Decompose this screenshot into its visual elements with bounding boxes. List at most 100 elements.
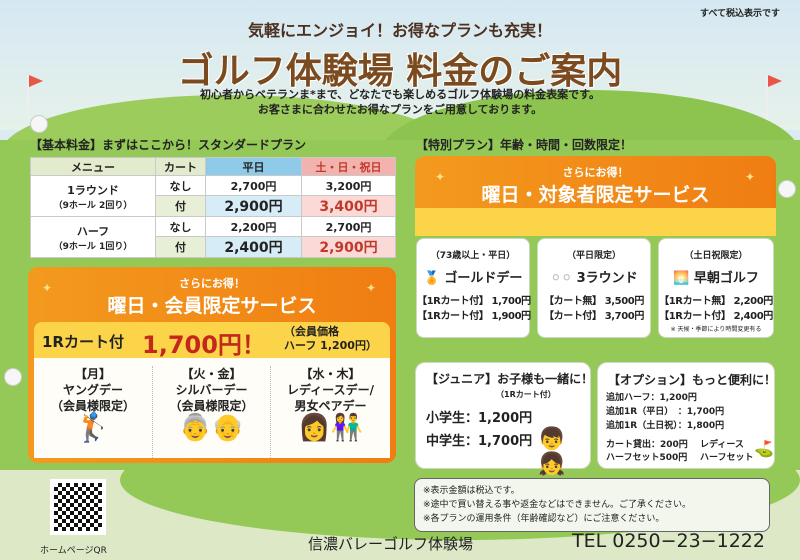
special-band xyxy=(415,208,776,236)
member-price: 1,700円！ xyxy=(142,331,266,359)
option-item: 追加ハーフ：1,200円 xyxy=(606,393,697,403)
member-price-band: 1Rカート付 1,700円！ （会員価格 ハーフ 1,200円） xyxy=(34,322,390,359)
senior-couple-illustration-icon: 👵👴 xyxy=(179,413,244,443)
card-condition: （73歳以上・平日） xyxy=(430,251,516,261)
ladies-pair-illustration-icon: 👩👫 xyxy=(298,413,363,443)
basic-price-table: メニュー カート 平日 土・日・祝日 1ラウンド （9ホール 2回り） なし 2,… xyxy=(30,157,396,258)
option-item: 追加1R（土日祝）：1,800円 xyxy=(606,421,725,431)
price-cell: 2,900円 xyxy=(205,195,302,217)
column-header: カート xyxy=(155,157,206,176)
plan-card-early-morning: （土日祝限定） 🌅 早朝ゴルフ 【1Rカート無】 2,200円 【1Rカート付】… xyxy=(658,238,774,338)
member-days-panel: 【月】 ヤングデー （会員様限定） 🏌 【火・金】 シルバーデー （会員様限定） 👵👴 【水… xyxy=(34,358,390,458)
card-name: 3ラウンド xyxy=(576,271,638,286)
menu-cell: 1ラウンド （9ホール 2回り） xyxy=(30,175,156,217)
description: 初心者からベテランま*まで、どなたでも楽しめるゴルフ体験場の料金表案です。 お客… xyxy=(0,87,800,117)
junior-price: 小学生：1,200円 xyxy=(426,411,533,426)
day-name: ヤングデー xyxy=(62,383,123,397)
day-label: 【水・木】 xyxy=(300,367,361,381)
day-column: 【月】 ヤングデー （会員様限定） 🏌 xyxy=(34,366,152,444)
column-header: メニュー xyxy=(30,157,156,176)
option-box: 【オプション】もっと便利に！ 追加ハーフ：1,200円 追加1R（平日） ：1,… xyxy=(597,362,777,469)
note-line: ※表示金額は税込です。 xyxy=(423,486,520,496)
qr-pattern-icon xyxy=(54,483,102,531)
golf-ball-icon xyxy=(778,180,796,198)
special-service-box: さらにお得！ 曜日・対象者限定サービス ✦ ✦ xyxy=(415,156,776,236)
card-name: 早朝ゴルフ xyxy=(693,271,759,286)
kids-illustration-icon: 👦👧 xyxy=(538,427,566,477)
sunrise-icon: 🌅 xyxy=(673,271,690,286)
plan-card-gold-day: （73歳以上・平日） 🏅 ゴールドデー 【1Rカート付】 1,700円 【1Rカ… xyxy=(416,238,531,338)
cart-cell: 付 xyxy=(155,236,206,258)
day-label: 【月】 xyxy=(74,367,111,381)
sparkle-icon: ✦ xyxy=(366,281,377,295)
card-price: 【1Rカート無】 2,200円 xyxy=(659,296,773,307)
price-cell: 2,700円 xyxy=(301,216,396,237)
card-name: ゴールドデー xyxy=(444,271,523,286)
note-line: ※各プランの運用条件（年齢確認など）にご注意ください。 xyxy=(423,514,665,524)
menu-sub: （9ホール 1回り） xyxy=(53,241,133,252)
golf-ball-icon xyxy=(30,115,48,133)
price-note-line: （会員価格 xyxy=(284,325,339,338)
table-row: 付 2,900円 3,400円 xyxy=(31,195,396,217)
price-cell: 2,700円 xyxy=(205,175,302,196)
price-cell: 3,400円 xyxy=(301,195,396,217)
cart-cell: なし xyxy=(155,216,206,237)
gold-medal-icon: 🏅 xyxy=(423,271,440,286)
menu-cell: ハーフ （9ホール 1回り） xyxy=(30,216,156,258)
qr-label: ホームページQR xyxy=(40,546,107,556)
member-price-note: （会員価格 ハーフ 1,200円） xyxy=(284,325,377,353)
flag-icon xyxy=(27,75,43,120)
homepage-qr-code[interactable] xyxy=(50,479,106,535)
table-row: ハーフ （9ホール 1回り） なし 2,200円 2,700円 xyxy=(30,216,396,258)
junior-box: 【ジュニア】お子様も一緒に！ （1Rカート付） 小学生：1,200円 中学生：1… xyxy=(415,362,594,477)
junior-price: 中学生：1,700円 xyxy=(426,434,533,449)
ladies-set-info: レディースハーフセット xyxy=(700,439,753,465)
card-price: 【1Rカート付】 1,900円 xyxy=(417,311,531,322)
card-price: 【カート無】 3,500円 xyxy=(544,296,644,307)
note-line: ※途中で買い替える事や返金などはできません。ご了承ください。 xyxy=(423,500,692,510)
menu-sub: （9ホール 2回り） xyxy=(53,200,133,211)
member-kicker: さらにお得！ xyxy=(179,277,245,290)
sparkle-icon: ✦ xyxy=(745,170,756,184)
option-list: 追加ハーフ：1,200円 追加1R（平日） ：1,700円 追加1R（土日祝）：… xyxy=(606,391,724,433)
card-note: ※ 天候・季節により時間変更有る xyxy=(670,326,762,333)
card-price: 【1Rカート付】 1,700円 xyxy=(417,296,531,307)
golf-bag-icon: ⛳ xyxy=(754,439,774,458)
junior-title: 【ジュニア】お子様も一緒に！ xyxy=(426,372,594,386)
card-condition: （土日祝限定） xyxy=(684,251,748,261)
column-header: 土・日・祝日 xyxy=(301,157,396,176)
special-plan-label: 【特別プラン】年齢・時間・回数限定！ xyxy=(416,138,633,152)
flag-icon xyxy=(766,75,782,120)
member-service-box: さらにお得！ 曜日・会員限定サービス ✦ ✦ 1Rカート付 1,700円！ （会… xyxy=(28,267,396,463)
column-header: 平日 xyxy=(205,157,302,176)
notes-box: ※表示金額は税込です。 ※途中で買い替える事や返金などはできません。ご了承くださ… xyxy=(414,478,770,532)
golfer-illustration-icon: 🏌 xyxy=(75,411,111,444)
day-column: 【水・木】レディースデー/男女ペアデー 👩👫 xyxy=(270,366,390,458)
ladies-line: レディース xyxy=(700,440,744,450)
description-line: 初心者からベテランま*まで、どなたでも楽しめるゴルフ体験場の料金表案です。 xyxy=(200,88,600,101)
phone-number[interactable]: TEL 0250−23−1222 xyxy=(572,530,765,552)
golf-balls-icon: ⚪⚪ xyxy=(550,271,573,286)
day-note: 男女ペアデー xyxy=(294,399,367,413)
table-row: 付 2,400円 2,900円 xyxy=(31,236,396,258)
option-title: 【オプション】もっと便利に！ xyxy=(608,373,777,387)
price-cell: 2,200円 xyxy=(205,216,302,237)
rental-line: カート貸出：200円 xyxy=(606,440,688,450)
option-item: 追加1R（平日） ：1,700円 xyxy=(606,407,725,417)
cart-cell: 付 xyxy=(155,195,206,217)
rental-line: ハーフセット500円 xyxy=(606,453,688,463)
day-note: （会員様限定） xyxy=(169,399,254,413)
rental-info: カート貸出：200円 ハーフセット500円 xyxy=(606,439,688,465)
special-title: 曜日・対象者限定サービス xyxy=(481,184,710,206)
facility-name: 信濃バレーゴルフ体験場 xyxy=(308,535,474,553)
card-condition: （平日限定） xyxy=(566,251,621,261)
day-name: レディースデー/ xyxy=(287,383,374,397)
golf-ball-icon xyxy=(4,368,22,386)
table-row: 1ラウンド （9ホール 2回り） なし 2,700円 3,200円 xyxy=(30,175,396,217)
sparkle-icon: ✦ xyxy=(42,281,53,295)
subtitle: 気軽にエンジョイ！お得なプランも充実！ xyxy=(247,21,552,40)
price-prefix: 1Rカート付 xyxy=(42,333,124,351)
tax-note: すべて税込表示です xyxy=(700,9,781,19)
page-title: ゴルフ体験場 料金のご案内 xyxy=(177,51,623,92)
ladies-line: ハーフセット xyxy=(700,453,754,463)
